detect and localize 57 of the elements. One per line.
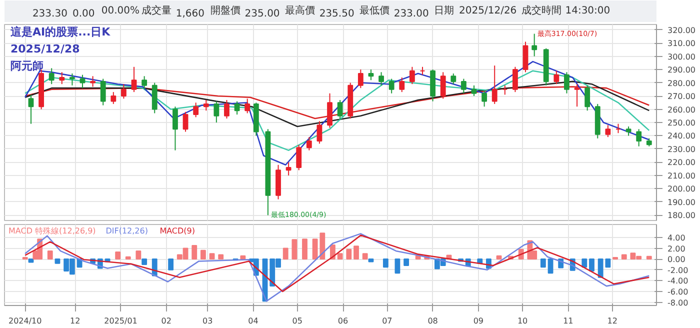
x-tick-label: 04 [248,316,258,326]
x-tick-label: 12 [607,316,618,326]
chart-title: 這是AI的股票...日K [10,26,111,38]
x-tick-label: 06 [338,316,348,326]
text: 日期 [434,4,454,16]
y-tick-label: 190.00 [668,198,696,207]
y-tick-label: 230.00 [668,144,696,154]
x-tick-label: 08 [428,316,438,326]
y-tick-label: 320.00 [668,26,696,35]
y-tick-label: 290.00 [668,66,696,75]
text: MACD(9) [160,226,196,236]
text: 233.00 [394,8,429,20]
x-tick-label: 05 [292,316,302,326]
x-tick-label: 12 [70,316,80,326]
y-tick-label: 310.00 [668,39,696,48]
y-tick-label: -6.00 [668,287,688,296]
y-tick-label: 4.00 [668,233,686,242]
text: 成交量 [141,4,172,16]
text: 1,660 [176,8,205,20]
y-tick-label: 240.00 [668,132,696,141]
x-tick-label: 11 [563,316,574,326]
x-tick-label: 2024/10 [8,316,42,326]
x-tick-label: 2025/01 [104,316,138,326]
y-tick-label: 260.00 [668,105,696,114]
y-tick-label: 280.00 [668,78,696,88]
text: 235.50 [319,8,354,20]
x-tick-label: 09 [473,316,484,326]
text: 開盤價 [210,4,240,16]
x-tick-label: 07 [382,316,392,326]
text: 233.30 [32,8,68,20]
y-tick-label: 180.00 [668,211,696,220]
text: 2025/12/28 [10,42,80,56]
y-tick-label: -2.00 [668,266,688,275]
text: 最低價 [359,6,390,16]
text: 00.00% [101,6,140,16]
series-label: MACD 特殊線(12,26,9) [8,226,96,236]
y-tick-label: 220.00 [668,158,696,168]
text: 235.00 [244,8,280,20]
y-tick-label: 300.00 [668,52,696,62]
text: 2025/12/26 [459,6,517,16]
y-tick-label: 0.00 [668,255,686,264]
text: 0.00 [72,8,95,20]
y-tick-label: 270.00 [668,92,696,102]
y-tick-label: 2.00 [668,244,686,254]
text: DIF(12,26) [106,226,148,236]
y-tick-label: -8.00 [668,298,688,308]
text: 最高價 [284,4,315,16]
annotation: 阿元師 [10,60,44,72]
x-tick-label: 02 [161,316,172,326]
y-tick-label: 250.00 [668,118,696,128]
text: 14:30:00 [565,6,610,16]
x-tick-label: 10 [517,316,528,326]
y-tick-label: 200.00 [668,184,696,194]
y-tick-label: -4.00 [668,276,688,286]
x-tick-label: 03 [202,316,213,326]
y-tick-label: 210.00 [668,171,696,180]
text: 成交時間 [521,4,562,16]
